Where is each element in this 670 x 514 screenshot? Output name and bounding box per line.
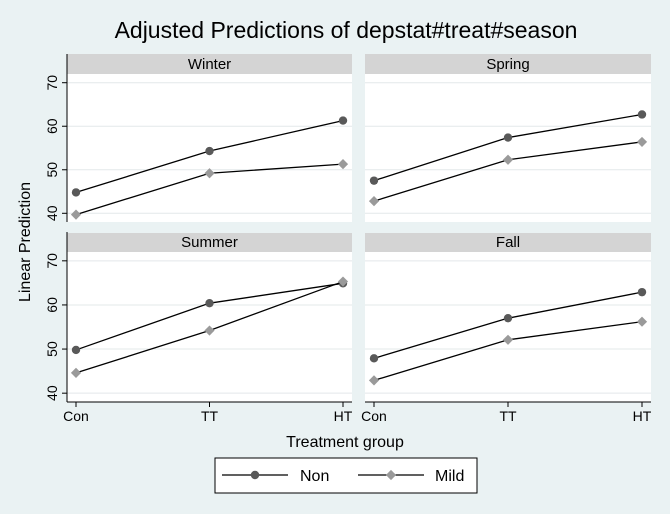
panel-winter: Winter 40 50 60 70 <box>44 54 352 222</box>
panel-header <box>365 233 651 252</box>
point-non <box>205 298 214 308</box>
x-tick-label: HT <box>633 408 652 424</box>
point-non <box>205 146 214 156</box>
plot-area <box>365 74 651 222</box>
plot-area <box>365 252 651 402</box>
point-non <box>71 345 81 355</box>
y-tick-label: 40 <box>44 205 60 221</box>
point-mild <box>337 276 349 287</box>
chart-title: Adjusted Predictions of depstat#treat#se… <box>115 17 578 43</box>
panels: Winter 40 50 60 70 Spring Summer 40 50 60 70 Con TT H… <box>44 54 652 424</box>
panel-title: Spring <box>486 56 529 73</box>
point-non <box>369 354 379 363</box>
x-tick-label: TT <box>201 408 219 424</box>
y-tick-label: 60 <box>44 297 60 313</box>
legend-marker <box>385 469 397 481</box>
y-axis-label: Linear Prediction <box>17 182 34 302</box>
legend-marker <box>250 470 260 480</box>
point-non <box>369 176 379 185</box>
point-non <box>637 287 647 297</box>
panel-header <box>67 54 352 74</box>
panel-header <box>67 233 352 252</box>
legend-label: Non <box>300 468 329 485</box>
point-non <box>503 133 513 142</box>
x-tick-label: TT <box>499 408 517 424</box>
legend: Non Mild <box>214 457 478 494</box>
panel-header <box>365 54 651 74</box>
point-non <box>503 313 513 323</box>
y-tick-label: 60 <box>44 118 60 134</box>
x-tick-label: HT <box>334 408 353 424</box>
y-tick-label: 50 <box>44 162 60 178</box>
panel-summer: Summer 40 50 60 70 Con TT HT <box>44 232 353 424</box>
panel-fall: Fall Con TT HT <box>361 233 652 424</box>
point-non <box>71 188 81 197</box>
panel-title: Summer <box>181 234 238 251</box>
x-tick-label: Con <box>361 408 387 424</box>
point-non <box>338 116 348 125</box>
panel-spring: Spring <box>365 54 651 222</box>
y-tick-label: 50 <box>44 341 60 357</box>
point-non <box>637 110 647 119</box>
point-mild <box>204 325 215 336</box>
panel-title: Fall <box>496 234 520 251</box>
point-mild <box>368 375 380 386</box>
point-mild <box>368 196 380 207</box>
y-tick-label: 70 <box>44 253 60 269</box>
point-mild <box>337 159 349 170</box>
x-tick-label: Con <box>63 408 89 424</box>
point-mild <box>502 334 514 345</box>
panel-title: Winter <box>188 56 231 73</box>
y-tick-label: 70 <box>44 75 60 91</box>
x-axis-label: Treatment group <box>286 434 404 451</box>
legend-item-non: Non <box>222 468 329 485</box>
legend-label: Mild <box>435 468 464 485</box>
legend-item-mild: Mild <box>358 468 464 485</box>
point-mild <box>70 209 82 220</box>
y-tick-label: 40 <box>44 385 60 401</box>
